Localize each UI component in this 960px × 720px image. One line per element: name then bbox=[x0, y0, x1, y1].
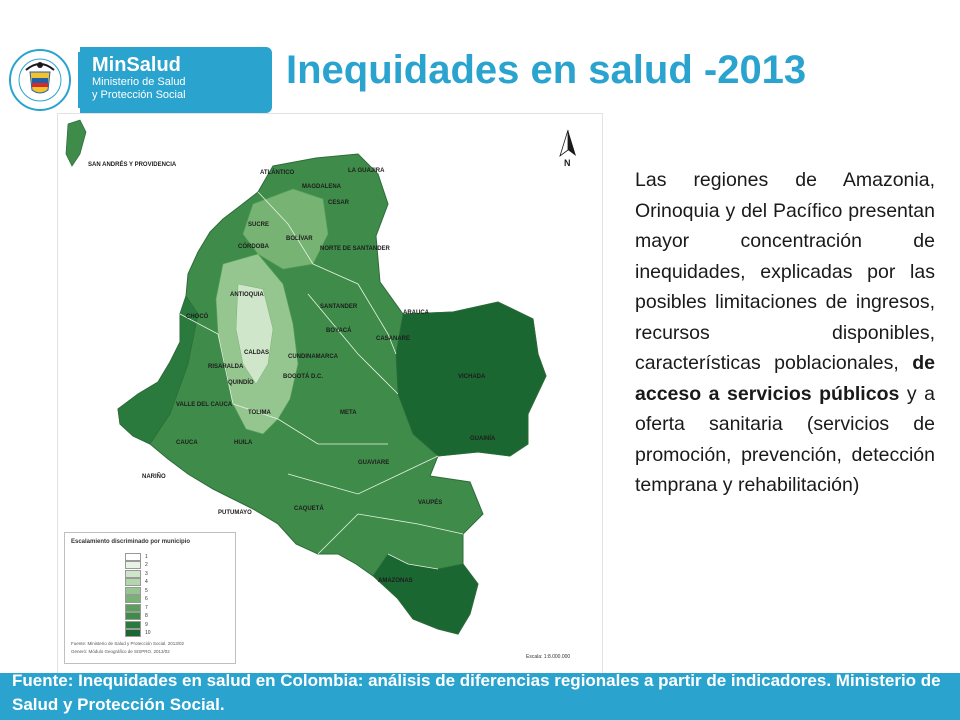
map-legend: Escalamiento discriminado por municipio … bbox=[64, 532, 236, 664]
brand-line2: y Protección Social bbox=[92, 89, 186, 101]
legend-swatch bbox=[125, 586, 141, 595]
map-label-la-guajira: LA GUAJIRA bbox=[348, 168, 385, 174]
colombia-inequity-map: N SAN ANDRÉS Y PROVIDENCIA ATLÁNTICO MAG… bbox=[57, 113, 603, 675]
legend-level-10: 10 bbox=[125, 629, 155, 637]
body-paragraph: Las regiones de Amazonia, Orinoquia y de… bbox=[635, 165, 935, 501]
department-boundaries bbox=[179, 191, 464, 570]
map-label-risaralda: RISARALDA bbox=[208, 364, 244, 370]
map-label-santander: SANTANDER bbox=[320, 304, 358, 310]
legend-swatch bbox=[125, 629, 141, 637]
map-scale: Escala: 1:8.000.000 bbox=[526, 654, 571, 660]
brand: MinSalud Ministerio de Salud y Protecció… bbox=[92, 54, 186, 102]
map-label-sucre: SUCRE bbox=[248, 222, 270, 228]
compass-label: N bbox=[564, 158, 571, 168]
colombia-seal-icon bbox=[9, 49, 71, 111]
legend-level-9: 9 bbox=[125, 620, 155, 629]
legend-swatch bbox=[125, 569, 141, 578]
map-label-magdalena: MAGDALENA bbox=[302, 184, 341, 190]
map-label-casanare: CASANARE bbox=[376, 336, 411, 342]
map-label-cesar: CESAR bbox=[328, 200, 350, 206]
legend-source: Fuente: Ministerio de Salud y Protección… bbox=[71, 641, 185, 646]
legend-swatch bbox=[125, 578, 141, 586]
legend-level-label: 7 bbox=[145, 604, 148, 611]
slide-title: Inequidades en salud -2013 bbox=[286, 48, 807, 92]
map-label-vichada: VICHADA bbox=[458, 374, 486, 380]
map-label-caqueta: CAQUETÁ bbox=[294, 506, 324, 512]
legend-swatch bbox=[125, 603, 141, 612]
map-label-norte-santander: NORTE DE SANTANDER bbox=[320, 246, 390, 252]
legend-swatch bbox=[125, 612, 141, 620]
legend-swatch bbox=[125, 552, 141, 561]
legend-level-3: 3 bbox=[125, 569, 155, 578]
legend-level-label: 1 bbox=[145, 553, 148, 560]
map-label-tolima: TOLIMA bbox=[248, 410, 271, 416]
legend-level-2: 2 bbox=[125, 561, 155, 569]
orinoquia-region bbox=[395, 301, 547, 457]
legend-level-6: 6 bbox=[125, 595, 155, 603]
legend-level-5: 5 bbox=[125, 586, 155, 595]
legend-generator: Generó: Módulo Geográfico de SISPRO. 201… bbox=[71, 649, 170, 654]
legend-swatch bbox=[125, 620, 141, 629]
legend-level-label: 8 bbox=[145, 613, 148, 619]
body-text-bold: de acceso a servicios públicos bbox=[635, 352, 935, 405]
map-label-guainia: GUAINÍA bbox=[470, 436, 496, 442]
map-graphic bbox=[65, 119, 576, 635]
map-label-san-andres: SAN ANDRÉS Y PROVIDENCIA bbox=[88, 162, 177, 168]
map-label-boyaca: BOYACÁ bbox=[326, 328, 352, 334]
map-label-choco: CHOCÓ bbox=[186, 314, 209, 320]
map-label-amazonas: AMAZONAS bbox=[378, 578, 413, 584]
andean-core-region bbox=[235, 283, 274, 385]
brand-line1: Ministerio de Salud bbox=[92, 76, 186, 88]
legend-level-8: 8 bbox=[125, 612, 155, 620]
map-label-cauca: CAUCA bbox=[176, 440, 198, 446]
map-label-bogota: BOGOTÁ D.C. bbox=[283, 374, 323, 380]
map-label-vaupes: VAUPÉS bbox=[418, 500, 443, 506]
footer-bar: Fuente: Inequidades en salud en Colombia… bbox=[0, 671, 960, 720]
footer-source: Fuente: Inequidades en salud en Colombia… bbox=[12, 671, 941, 714]
legend-level-1: 1 bbox=[125, 552, 155, 561]
legend-level-label: 2 bbox=[145, 562, 148, 568]
map-label-cordoba: CÓRDOBA bbox=[238, 244, 269, 250]
legend-level-label: 6 bbox=[145, 596, 148, 602]
map-label-guaviare: GUAVIARE bbox=[358, 460, 390, 466]
legend-level-label: 4 bbox=[145, 579, 148, 585]
map-label-atlantico: ATLÁNTICO bbox=[260, 170, 295, 176]
map-label-narino: NARIÑO bbox=[142, 474, 166, 480]
map-label-antioquia: ANTIOQUIA bbox=[230, 292, 264, 298]
legend-level-4: 4 bbox=[125, 578, 155, 586]
san-andres-region bbox=[65, 119, 87, 167]
map-label-arauca: ARAUCA bbox=[403, 310, 429, 316]
legend-level-label: 10 bbox=[145, 630, 151, 636]
legend-level-label: 5 bbox=[145, 587, 148, 594]
map-label-bolivar: BOLÍVAR bbox=[286, 236, 313, 242]
brand-name: MinSalud bbox=[92, 54, 181, 76]
legend-level-label: 3 bbox=[145, 570, 148, 577]
minsalud-logo bbox=[80, 47, 272, 113]
map-label-quindio: QUINDÍO bbox=[228, 380, 254, 386]
map-label-cundinamarca: CUNDINAMARCA bbox=[288, 354, 338, 360]
body-text-part1: Las regiones de Amazonia, Orinoquia y de… bbox=[635, 169, 935, 374]
compass-icon bbox=[559, 129, 576, 158]
map-label-valle-cauca: VALLE DEL CAUCA bbox=[176, 402, 233, 408]
map-label-putumayo: PUTUMAYO bbox=[218, 510, 252, 516]
map-label-meta: META bbox=[340, 410, 357, 416]
legend-level-7: 7 bbox=[125, 603, 155, 612]
legend-swatch bbox=[125, 561, 141, 569]
body-text-part2: y a oferta sanitaria (servicios de promo… bbox=[635, 382, 935, 497]
legend-swatch bbox=[125, 595, 141, 603]
legend-title: Escalamiento discriminado por municipio bbox=[71, 539, 191, 545]
legend-level-label: 9 bbox=[145, 621, 148, 628]
pacific-region bbox=[117, 295, 199, 445]
map-label-caldas: CALDAS bbox=[244, 350, 269, 356]
logo-divider bbox=[78, 52, 80, 108]
map-label-huila: HUILA bbox=[234, 440, 253, 446]
